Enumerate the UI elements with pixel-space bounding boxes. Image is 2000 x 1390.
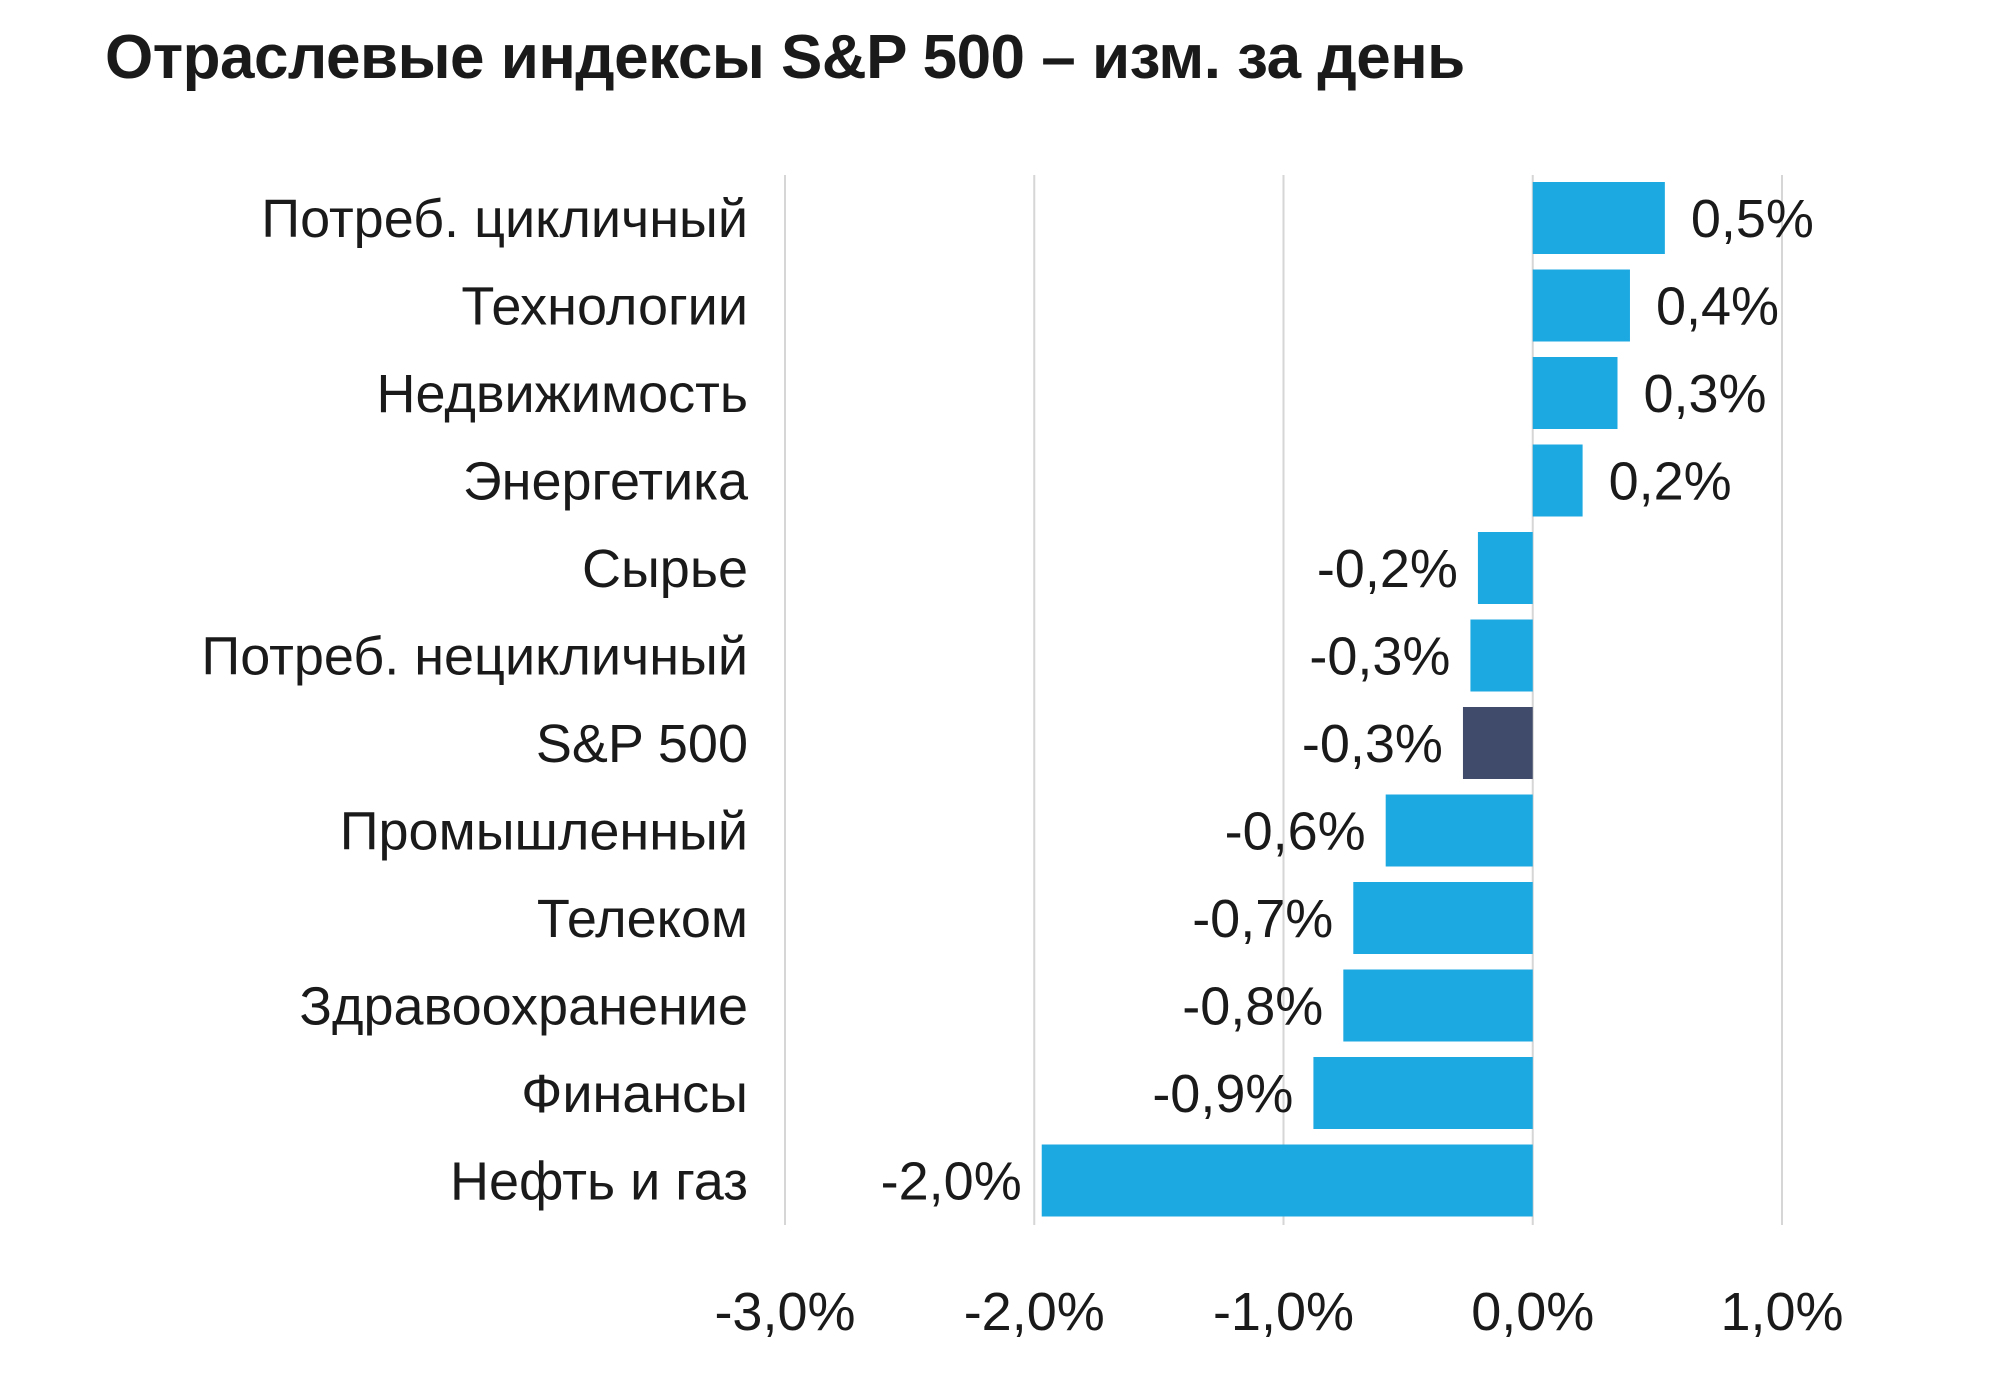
value-label: 0,2% — [1609, 452, 1732, 512]
bar — [1353, 882, 1533, 954]
x-axis-tick-labels: -3,0% -2,0% -1,0% 0,0% 1,0% — [714, 1282, 1843, 1342]
bar — [1041, 1144, 1533, 1217]
category-label: Недвижимость — [376, 364, 748, 424]
category-label: S&P 500 — [536, 714, 748, 774]
value-label: -0,8% — [1182, 977, 1323, 1037]
x-tick-label: -1,0% — [1213, 1282, 1354, 1342]
category-label: Промышленный — [340, 802, 748, 862]
category-label: Потреб. нецикличный — [201, 627, 748, 687]
value-label: -0,2% — [1317, 539, 1458, 599]
category-label: Финансы — [521, 1064, 748, 1124]
category-label: Здравоохранение — [299, 977, 748, 1037]
x-tick-label: 1,0% — [1720, 1282, 1843, 1342]
x-tick-label: 0,0% — [1471, 1282, 1594, 1342]
value-labels: 0,5% 0,4% 0,3% 0,2% -0,2% -0,3% -0,3% -0,6% -0,7… — [881, 189, 1814, 1212]
value-label: -0,7% — [1192, 889, 1333, 949]
value-label: -2,0% — [881, 1152, 1022, 1212]
x-tick-label: -2,0% — [964, 1282, 1105, 1342]
value-label: 0,4% — [1656, 277, 1779, 337]
bars — [1041, 182, 1665, 1217]
category-label: Потреб. цикличный — [261, 189, 748, 249]
category-label: Энергетика — [463, 452, 749, 512]
bar — [1470, 619, 1533, 692]
bar — [1532, 444, 1583, 517]
bar — [1343, 969, 1533, 1042]
category-label: Нефть и газ — [450, 1152, 748, 1212]
bar — [1385, 794, 1533, 867]
bar — [1532, 357, 1618, 429]
bar — [1462, 707, 1533, 779]
category-label: Сырье — [582, 539, 748, 599]
value-label: 0,3% — [1643, 364, 1766, 424]
bar — [1532, 269, 1630, 342]
category-labels: Потреб. цикличный Технологии Недвижимость Э… — [201, 189, 749, 1212]
x-tick-label: -3,0% — [714, 1282, 855, 1342]
bar — [1313, 1057, 1533, 1129]
value-label: -0,6% — [1225, 802, 1366, 862]
value-label: -0,3% — [1302, 714, 1443, 774]
value-label: -0,9% — [1152, 1064, 1293, 1124]
chart-title: Отраслевые индексы S&P 500 – изм. за ден… — [105, 23, 1465, 92]
gridlines — [784, 175, 1783, 1225]
category-label: Телеком — [537, 889, 748, 949]
value-label: -0,3% — [1309, 627, 1450, 687]
category-label: Технологии — [461, 277, 748, 337]
value-label: 0,5% — [1691, 189, 1814, 249]
bar — [1477, 532, 1533, 604]
bar — [1532, 182, 1665, 254]
